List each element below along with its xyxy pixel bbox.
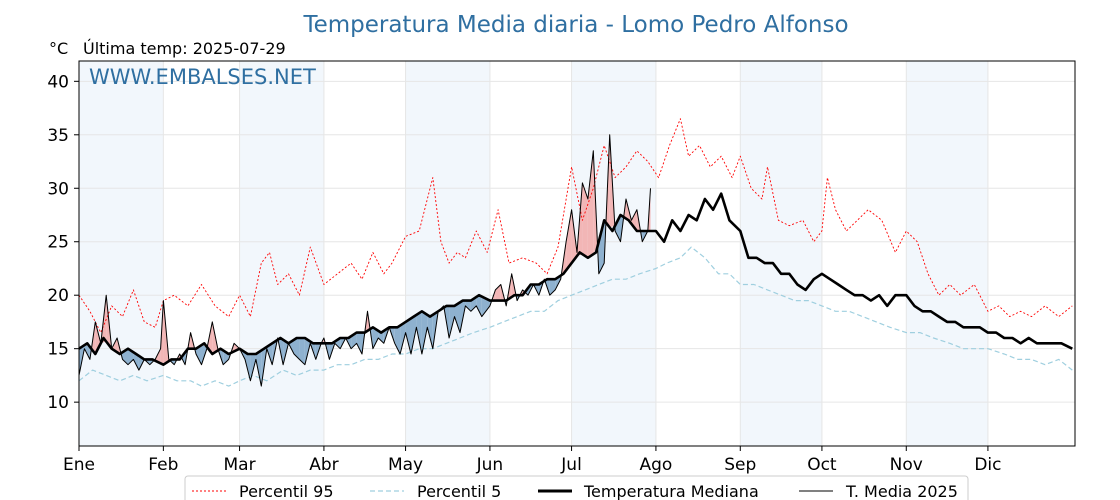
- fill-below-median: [476, 296, 482, 317]
- x-tick-label: Mar: [224, 455, 256, 475]
- chart-title: Temperatura Media diaria - Lomo Pedro Al…: [302, 12, 848, 38]
- series-lines: [78, 118, 1073, 387]
- fill-below-median: [615, 215, 621, 242]
- month-band: [239, 61, 324, 446]
- y-axis-ticks: 10 15 20 25 30 35 40: [47, 72, 79, 413]
- x-axis-ticks: Ene Feb Mar Abr May Jun Jul Ago Sep Oct Nov Dic: [63, 446, 1002, 475]
- month-band: [906, 61, 988, 446]
- line-temperatura-mediana: [78, 192, 1073, 367]
- fill-below-median: [196, 345, 202, 365]
- alternating-month-bands: [79, 61, 988, 446]
- y-tick-label: 40: [47, 72, 69, 92]
- month-band: [740, 61, 822, 446]
- x-tick-label: Jun: [476, 455, 504, 475]
- legend: Percentil 95 Percentil 5 Temperatura Med…: [184, 475, 969, 500]
- x-tick-label: Oct: [807, 455, 837, 475]
- fill-above-median: [95, 321, 101, 354]
- fill-below-median: [405, 318, 411, 354]
- fill-below-median: [299, 338, 305, 365]
- legend-label-current: T. Media 2025: [845, 482, 958, 500]
- fill-below-median: [294, 338, 300, 360]
- fill-above-median: [566, 209, 572, 271]
- fill-below-median: [400, 321, 406, 354]
- line-percentil-95: [78, 118, 1073, 334]
- fill-below-median: [411, 314, 417, 354]
- x-tick-label: May: [388, 455, 423, 475]
- y-tick-label: 10: [47, 393, 69, 413]
- fill-below-median: [356, 332, 362, 354]
- plot-frame: [78, 60, 1076, 447]
- fill-below-median: [133, 352, 139, 371]
- fill-below-median: [372, 327, 379, 349]
- fill-below-median: [427, 314, 433, 349]
- month-band: [405, 61, 490, 446]
- fill-below-median: [416, 311, 422, 354]
- y-tick-label: 15: [47, 340, 69, 360]
- grid-lines: [78, 61, 1075, 446]
- line-t-media-2025: [78, 134, 651, 387]
- fill-below-median: [449, 305, 455, 338]
- fill-above-median: [631, 209, 637, 231]
- x-tick-label: Ene: [63, 455, 95, 475]
- fill-below-median: [481, 296, 490, 317]
- x-tick-label: Nov: [890, 455, 923, 475]
- watermark: WWW.EMBALSES.NET: [89, 65, 316, 89]
- unit-label: °C: [49, 39, 68, 58]
- month-band: [79, 61, 164, 446]
- x-tick-label: Jul: [560, 455, 582, 475]
- x-tick-label: Feb: [148, 455, 178, 475]
- legend-label-median: Temperatura Mediana: [583, 482, 759, 500]
- fill-below-median: [454, 302, 460, 333]
- fill-above-median: [495, 284, 501, 301]
- fill-above-median: [582, 182, 588, 258]
- fill-below-median: [421, 311, 428, 354]
- x-tick-label: Abr: [309, 455, 338, 475]
- legend-label-p5: Percentil 5: [417, 482, 501, 500]
- fill-below-median: [598, 220, 605, 274]
- legend-label-p95: Percentil 95: [239, 482, 334, 500]
- fill-above-median: [587, 150, 594, 258]
- line-percentil-5: [78, 246, 1073, 387]
- y-tick-label: 35: [47, 126, 69, 146]
- x-tick-label: Ago: [640, 455, 673, 475]
- y-tick-label: 25: [47, 233, 69, 253]
- y-tick-label: 30: [47, 179, 69, 199]
- x-tick-label: Sep: [724, 455, 756, 475]
- x-tick-label: Dic: [974, 455, 1001, 475]
- fill-below-median: [394, 325, 401, 354]
- last-temp-label: Última temp: 2025-07-29: [83, 39, 286, 58]
- fill-below-median: [334, 338, 341, 349]
- y-tick-label: 20: [47, 286, 69, 306]
- legend-box: [184, 475, 969, 500]
- fill-below-median: [465, 300, 471, 312]
- fill-below-median: [378, 330, 384, 344]
